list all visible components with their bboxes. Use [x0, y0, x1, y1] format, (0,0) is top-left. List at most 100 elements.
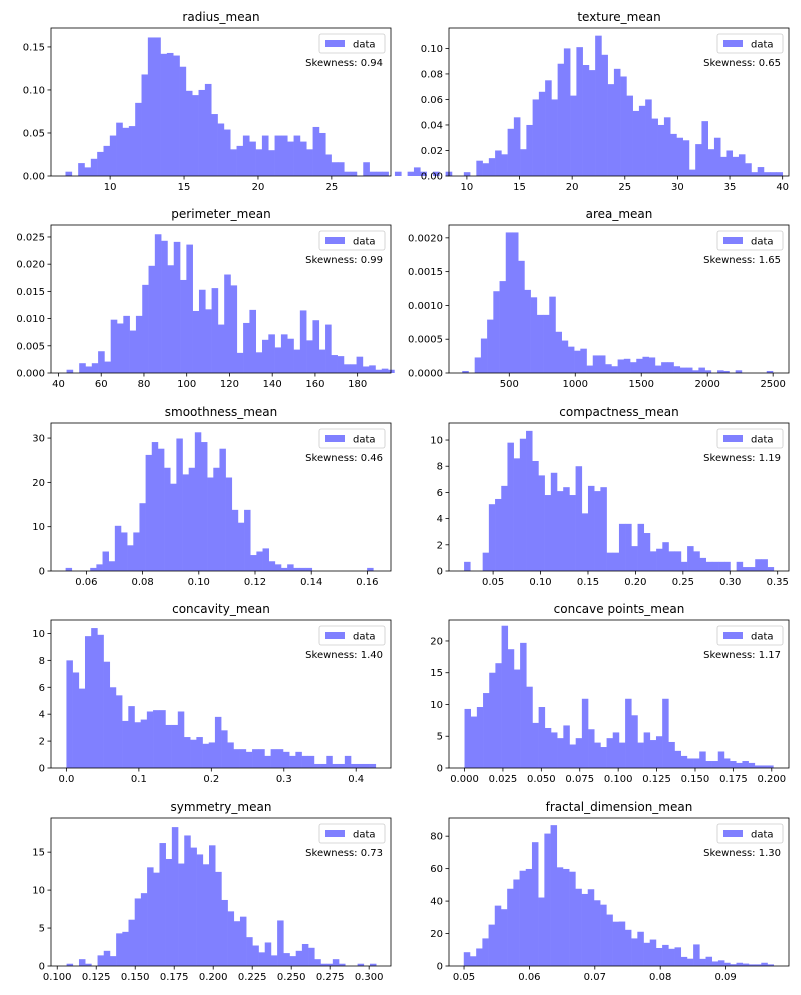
- axes-frame: [50, 619, 392, 769]
- histogram-bar: [600, 487, 607, 571]
- y-tick-label: 0.0020: [408, 233, 443, 244]
- histogram-bar: [757, 167, 765, 176]
- histogram-bar: [760, 765, 768, 768]
- histogram-bar: [763, 172, 771, 176]
- histogram-bar: [693, 551, 700, 571]
- legend-box: [716, 33, 784, 54]
- histogram-bar: [625, 523, 632, 571]
- histogram-bar: [167, 265, 175, 373]
- histogram-bar: [749, 567, 756, 571]
- y-tick-label: 10: [32, 629, 45, 640]
- x-tick-label: 160: [305, 379, 324, 390]
- histogram-bar: [236, 352, 244, 373]
- histogram-bar: [108, 561, 116, 571]
- legend-box: [716, 230, 784, 251]
- histogram-bar: [501, 485, 508, 571]
- histogram-bar: [588, 70, 596, 176]
- histogram-bar: [237, 522, 245, 571]
- histogram-bar: [190, 847, 197, 966]
- histogram-bar: [318, 349, 326, 373]
- histogram-bar: [587, 889, 595, 966]
- histogram-bar: [699, 751, 706, 768]
- histogram-bar: [563, 725, 570, 768]
- histogram-bar: [103, 950, 111, 966]
- x-tick-label: 0.2: [203, 774, 219, 785]
- histogram-bar: [674, 551, 682, 571]
- histogram-bar: [723, 758, 731, 768]
- x-tick-label: 0.30: [719, 577, 741, 588]
- histogram-bar: [482, 938, 489, 966]
- x-tick-label: 0.150: [121, 972, 150, 983]
- histogram-bar: [262, 339, 269, 373]
- histogram-bar: [231, 509, 239, 571]
- histogram-bar: [66, 963, 74, 966]
- histogram-bar: [748, 762, 756, 768]
- histogram-bar: [97, 955, 105, 966]
- histogram-panel: concave points_mean 0.000 0.025 0.050 0.075 0…: [430, 602, 790, 785]
- histogram-bar: [668, 948, 675, 966]
- y-tick-label: 0.0005: [408, 335, 443, 346]
- x-tick-label: 140: [263, 379, 282, 390]
- histogram-bar: [726, 150, 734, 176]
- x-tick-label: 30: [671, 182, 684, 193]
- histogram-bar: [147, 867, 154, 966]
- histogram-bar: [350, 171, 358, 176]
- legend-swatch: [325, 632, 345, 639]
- histogram-panel: symmetry_mean 0.100 0.125 0.150 0.175 0.200 0.…: [32, 800, 392, 983]
- histogram-bar: [325, 324, 332, 373]
- histogram-bar: [624, 929, 632, 966]
- histogram-bar: [217, 123, 225, 176]
- histogram-bar: [569, 871, 576, 966]
- histogram-bar: [147, 37, 155, 176]
- x-tick-label: 80: [138, 379, 151, 390]
- y-tick-label: 40: [430, 897, 443, 908]
- histogram-bar: [525, 868, 533, 966]
- histogram-bar: [161, 240, 168, 373]
- histogram-bar: [662, 944, 669, 966]
- histogram-bar: [488, 158, 496, 176]
- histogram-bar: [173, 55, 180, 177]
- histogram-bar: [761, 962, 768, 966]
- histogram-bar: [102, 551, 109, 571]
- histogram-bar: [766, 370, 774, 373]
- histogram-bar: [713, 137, 721, 176]
- histogram-bar: [776, 172, 784, 176]
- histogram-bar: [767, 765, 774, 768]
- histogram-bar: [754, 765, 762, 768]
- histogram-bar: [463, 952, 471, 966]
- y-tick-label: 2: [39, 737, 45, 748]
- skewness-annotation: Skewness: 1.30: [703, 848, 781, 859]
- histogram-bar: [268, 150, 275, 176]
- histogram-bar: [369, 171, 377, 176]
- y-tick-label: 4: [437, 514, 443, 525]
- histogram-bar: [767, 964, 774, 966]
- histogram-bar: [166, 52, 174, 176]
- y-tick-label: 6: [437, 488, 443, 499]
- y-tick-label: 0.010: [16, 314, 45, 325]
- histogram-bar: [196, 737, 203, 768]
- x-tick-label: 40: [52, 379, 65, 390]
- histogram-bar: [693, 944, 700, 966]
- histogram-bar: [338, 763, 346, 768]
- histogram-bar: [274, 135, 282, 176]
- histogram-bar: [194, 432, 202, 571]
- histogram-bar: [84, 636, 92, 768]
- histogram-bar: [618, 523, 626, 571]
- histogram-bar: [151, 442, 159, 571]
- y-tick-label: 0.00: [421, 172, 443, 183]
- histogram-bar: [770, 172, 777, 176]
- histogram-bar: [520, 642, 527, 768]
- histogram-bar: [170, 483, 177, 571]
- histogram-bar: [146, 711, 154, 768]
- histogram-bar: [495, 150, 502, 176]
- histogram-bar: [493, 291, 500, 373]
- y-tick-label: 20: [430, 636, 443, 647]
- histogram-bar: [159, 843, 166, 966]
- histogram-bar: [128, 919, 136, 966]
- histogram-bar: [268, 334, 275, 373]
- y-tick-label: 10: [430, 700, 443, 711]
- histogram-bar: [306, 340, 313, 373]
- histogram-bar: [122, 720, 129, 768]
- histogram-bar: [135, 102, 142, 176]
- y-tick-label: 0.015: [16, 287, 45, 298]
